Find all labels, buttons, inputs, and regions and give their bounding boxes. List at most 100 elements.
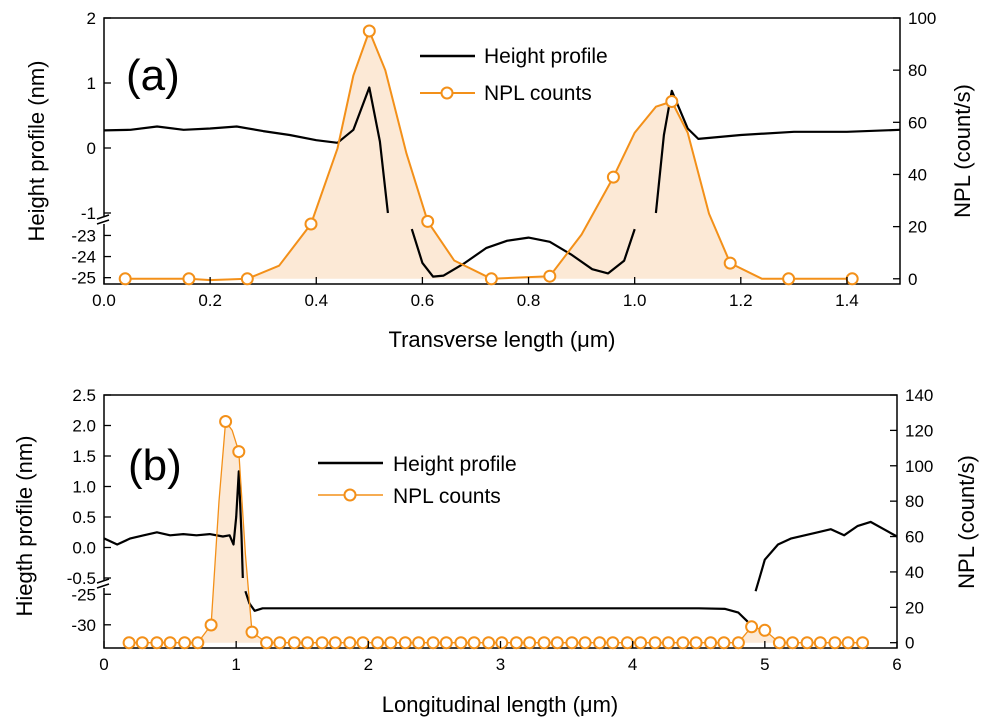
panel-a-npl-curve [125, 30, 853, 282]
panel-b-height-profile-line [103, 470, 898, 623]
panel-a-legend: Height profile NPL counts [420, 45, 608, 105]
panel-b-right-tick-label-8: 140 [905, 386, 933, 405]
panel-b-npl-marker-18 [356, 636, 370, 650]
panel-a-right-tick-label-4: 60 [908, 113, 927, 132]
panel-a-left-y-axis-label: Height profile (nm) [24, 61, 49, 242]
panel-a-x-tick-label-8: 1.4 [835, 291, 859, 310]
panel-a-label: (a) [126, 51, 180, 100]
panel-b-npl-marker-42 [689, 636, 703, 650]
panel-a-x-tick-label-5: 0.8 [517, 291, 541, 310]
panel-a-npl-markers [118, 24, 859, 286]
panel-a-npl-marker-9 [606, 170, 620, 184]
panel-b-legend: Height profile NPL counts [318, 453, 517, 508]
panel-b-npl-marker-15 [315, 636, 329, 650]
panel-b-left-y-axis-label: Hiegth profile (nm) [12, 436, 37, 617]
panel-b-right-tick-label-3: 40 [905, 563, 924, 582]
panel-a-right-tick-label-2: 20 [908, 218, 927, 237]
panel-b-npl-markers [122, 415, 870, 650]
panel-a-right-tick-label-1: 0 [908, 270, 917, 289]
panel-b-right-tick-label-4: 60 [905, 528, 924, 547]
panel-b-npl-marker-35 [593, 636, 607, 650]
panel-a-npl-fill-area [125, 31, 853, 281]
panel-a-right-y-axis-label: NPL (count/s) [950, 84, 975, 218]
panel-a-npl-marker-10 [665, 95, 679, 108]
panel-b-npl-marker-4 [163, 636, 177, 650]
panel-b-left-tick-label-upper-6: 0.0 [72, 539, 96, 558]
panel-b-npl-marker-24 [439, 636, 453, 650]
panel-b-left-tick-label-upper-2: 2.0 [72, 417, 96, 436]
panel-b-x-tick-label-7: 6 [892, 655, 901, 674]
panel-b-legend-npl-marker [343, 488, 357, 502]
panel-a-axis-break-gap [101, 216, 109, 224]
panel-b-left-tick-label-upper-3: 1.5 [72, 447, 96, 466]
panel-b-npl-marker-46 [745, 620, 759, 634]
panel-b-npl-marker-30 [523, 636, 537, 650]
panel-a-x-tick-label-1: 0.0 [92, 291, 116, 310]
panel-b-npl-marker-20 [384, 636, 398, 650]
panel-b-npl-marker-37 [620, 636, 634, 650]
panel-a-x-tick-label-3: 0.4 [304, 291, 328, 310]
panel-b-ticks: 0 1 2 3 4 5 6 2.5 2.0 1.5 1.0 0.5 0.0 -0.5-25 -30 0 20 40… [67, 386, 934, 674]
panel-b-legend-npl-label: NPL counts [393, 485, 501, 508]
panel-b-axis-break-gap [101, 580, 109, 588]
panel-a-left-tick-label-lower-2: -24 [71, 248, 96, 267]
panel-b-height-segment-1 [103, 470, 244, 579]
panel-b-x-tick-label-5: 4 [628, 655, 637, 674]
panel-b-npl-marker-11 [260, 636, 274, 650]
panel-a-legend-height-label: Height profile [484, 45, 608, 68]
panel-b-npl-marker-7 [204, 618, 218, 632]
panel-b-npl-marker-39 [648, 636, 662, 650]
panel-b-right-y-axis-label: NPL (count/s) [954, 455, 979, 589]
panel-b-npl-marker-10 [245, 625, 259, 639]
panel-b-left-tick-label-upper-5: 0.5 [72, 508, 96, 527]
panel-a-chart: 0.0 0.2 0.4 0.6 0.8 1.0 1.2 1.4 2 1 0 -1 -23 -24 -25 0 2… [24, 9, 975, 352]
panel-a-left-tick-label-lower-3: -25 [71, 269, 96, 288]
panel-b-npl-marker-32 [550, 636, 564, 650]
panel-b-npl-marker-50 [800, 636, 814, 650]
panel-a-npl-marker-13 [845, 272, 859, 286]
panel-a-plot-frame [103, 17, 901, 285]
panel-b-npl-marker-26 [467, 636, 481, 650]
panel-b-npl-marker-34 [578, 636, 592, 650]
panel-b-chart: 0 1 2 3 4 5 6 2.5 2.0 1.5 1.0 0.5 0.0 -0.5-25 -30 0 20 40… [12, 386, 979, 717]
panel-b-npl-marker-3 [150, 636, 164, 650]
panel-b-height-segment-2 [244, 590, 749, 623]
panel-b-npl-marker-36 [606, 636, 620, 650]
panel-b-npl-marker-14 [301, 636, 314, 650]
panel-b-label: (b) [128, 441, 182, 490]
panel-b-x-tick-label-6: 5 [760, 655, 769, 674]
panel-a-npl-marker-5 [362, 24, 376, 38]
panel-a-left-tick-label-upper-2: 1 [87, 74, 96, 93]
panel-b-x-tick-label-3: 2 [364, 655, 373, 674]
panel-b-npl-marker-2 [135, 636, 149, 650]
panel-a-npl-marker-2 [182, 272, 196, 286]
panel-a-height-profile-line [103, 86, 901, 278]
panel-b-npl-marker-22 [412, 636, 426, 650]
panel-a-npl-area [125, 31, 853, 281]
panel-b-npl-marker-1 [122, 636, 136, 650]
panel-a-left-tick-label-lower-1: -23 [71, 226, 96, 245]
panel-b-npl-marker-51 [813, 636, 827, 650]
panel-b-npl-marker-47 [758, 623, 772, 637]
panel-b-npl-marker-16 [328, 636, 342, 650]
panel-a-right-tick-label-5: 80 [908, 61, 927, 80]
panel-b-npl-marker-41 [676, 636, 690, 650]
panel-b-left-tick-label-lower-2: -30 [71, 616, 96, 635]
panel-a-x-tick-label-4: 0.6 [411, 291, 435, 310]
panel-a-npl-marker-8 [543, 269, 557, 283]
panel-b-npl-marker-40 [661, 636, 675, 650]
panel-b-right-tick-label-6: 100 [905, 457, 933, 476]
panel-b-npl-marker-29 [509, 636, 523, 650]
panel-b-axis-break-mark-1 [96, 578, 110, 584]
panel-b-left-tick-label-upper-7: -0.5 [67, 569, 96, 588]
panel-b-npl-marker-53 [841, 636, 855, 650]
panel-a-axis-break-mark-2 [96, 219, 110, 225]
panel-b-npl-marker-5 [178, 636, 192, 650]
panel-b-npl-marker-49 [786, 636, 800, 650]
panel-a-x-axis-label: Transverse length (μm) [388, 327, 615, 352]
panel-a-right-tick-label-3: 40 [908, 165, 927, 184]
panel-b-npl-marker-9 [232, 445, 246, 459]
panel-b-npl-marker-13 [287, 636, 301, 650]
panel-a-right-tick-label-6: 100 [908, 9, 936, 28]
panel-a-left-tick-label-upper-4: -1 [81, 204, 96, 223]
